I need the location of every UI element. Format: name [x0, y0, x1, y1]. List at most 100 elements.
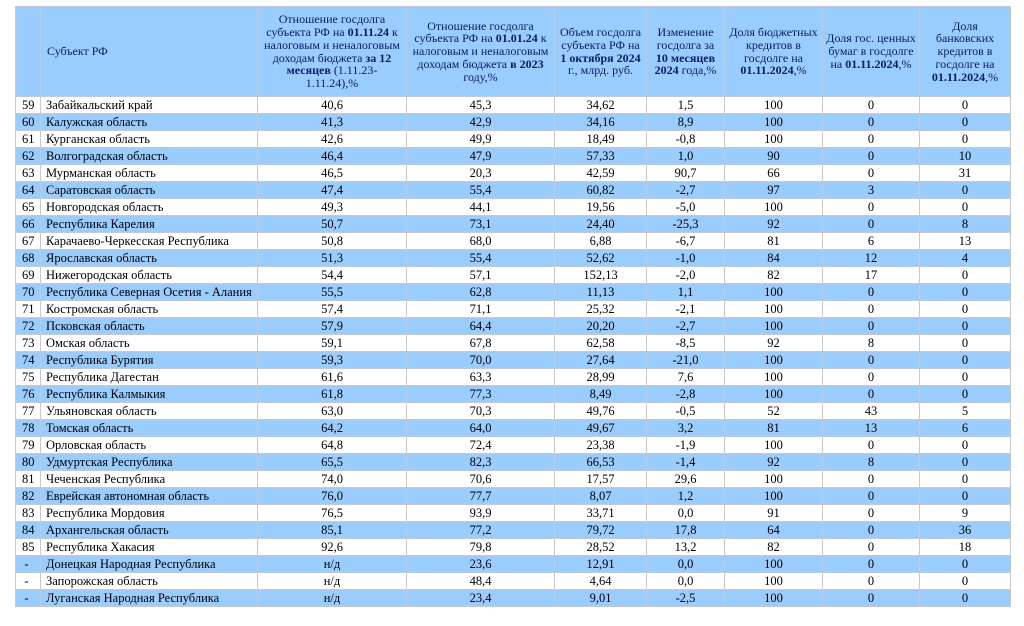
debt-to-revenue-2023-cell: 64,0 — [406, 419, 555, 437]
subject-cell: Архангельская область — [40, 521, 258, 539]
bank-credit-share-cell: 9 — [919, 504, 1011, 522]
subject-cell: Республика Бурятия — [40, 351, 258, 369]
header-debt-to-revenue-2023: Отношение госдолга субъекта РФ на 01.01.… — [406, 6, 555, 97]
debt-volume-cell: 20,20 — [554, 317, 647, 335]
debt-to-revenue-2023-cell: 77,7 — [406, 487, 555, 505]
bank-credit-share-cell: 0 — [919, 300, 1011, 318]
debt-to-revenue-2023-cell: 77,3 — [406, 385, 555, 403]
debt-volume-cell: 8,49 — [554, 385, 647, 403]
subject-cell: Луганская Народная Республика — [40, 589, 258, 607]
bank-credit-share-cell: 8 — [919, 215, 1011, 233]
header-budget-credit-share: Доля бюджетных кредитов в госдолге на 01… — [724, 6, 823, 97]
securities-share-cell: 43 — [822, 402, 920, 420]
subject-cell: Республика Калмыкия — [40, 385, 258, 403]
rank-cell: 72 — [15, 317, 41, 335]
bank-credit-share-cell: 36 — [919, 521, 1011, 539]
debt-change-cell: -2,7 — [646, 181, 725, 199]
bank-credit-share-cell: 0 — [919, 113, 1011, 131]
rank-cell: 77 — [15, 402, 41, 420]
securities-share-cell: 0 — [822, 572, 920, 590]
debt-to-revenue-2023-cell: 49,9 — [406, 130, 555, 148]
table-row: 79 Орловская область 64,8 72,4 23,38 -1,9 100 0… — [15, 436, 1011, 454]
debt-volume-cell: 19,56 — [554, 198, 647, 216]
budget-credit-share-cell: 100 — [724, 113, 823, 131]
subject-cell: Республика Дагестан — [40, 368, 258, 386]
subject-cell: Чеченская Республика — [40, 470, 258, 488]
securities-share-cell: 3 — [822, 181, 920, 199]
table-row: 76 Республика Калмыкия 61,8 77,3 8,49 -2,8 100… — [15, 385, 1011, 403]
debt-change-cell: 29,6 — [646, 470, 725, 488]
budget-credit-share-cell: 100 — [724, 470, 823, 488]
debt-volume-cell: 62,58 — [554, 334, 647, 352]
debt-volume-cell: 49,67 — [554, 419, 647, 437]
table-row: 74 Республика Бурятия 59,3 70,0 27,64 -21,0 10… — [15, 351, 1011, 369]
debt-change-cell: -2,7 — [646, 317, 725, 335]
debt-change-cell: -25,3 — [646, 215, 725, 233]
subject-cell: Томская область — [40, 419, 258, 437]
debt-to-revenue-12m-cell: 61,6 — [257, 368, 407, 386]
budget-credit-share-cell: 100 — [724, 300, 823, 318]
debt-to-revenue-2023-cell: 77,2 — [406, 521, 555, 539]
subject-cell: Мурманская область — [40, 164, 258, 182]
bank-credit-share-cell: 31 — [919, 164, 1011, 182]
debt-change-cell: 1,2 — [646, 487, 725, 505]
debt-volume-cell: 33,71 — [554, 504, 647, 522]
table-row: 72 Псковская область 57,9 64,4 20,20 -2,7 100 0… — [15, 317, 1011, 335]
debt-to-revenue-12m-cell: 85,1 — [257, 521, 407, 539]
securities-share-cell: 0 — [822, 215, 920, 233]
table-row: 64 Саратовская область 47,4 55,4 60,82 -2,7 97… — [15, 181, 1011, 199]
debt-to-revenue-12m-cell: 50,8 — [257, 232, 407, 250]
subject-cell: Новгородская область — [40, 198, 258, 216]
debt-to-revenue-2023-cell: 82,3 — [406, 453, 555, 471]
debt-change-cell: -2,5 — [646, 589, 725, 607]
debt-change-cell: 17,8 — [646, 521, 725, 539]
table-row: - Луганская Народная Республика н/д 23,4 9,0… — [15, 589, 1011, 607]
budget-credit-share-cell: 66 — [724, 164, 823, 182]
bank-credit-share-cell: 18 — [919, 538, 1011, 556]
bank-credit-share-cell: 10 — [919, 147, 1011, 165]
rank-cell: 63 — [15, 164, 41, 182]
budget-credit-share-cell: 84 — [724, 249, 823, 267]
table-row: 71 Костромская область 57,4 71,1 25,32 -2,1 10… — [15, 300, 1011, 318]
subject-cell: Костромская область — [40, 300, 258, 318]
table-row: 84 Архангельская область 85,1 77,2 79,72 17,8… — [15, 521, 1011, 539]
debt-to-revenue-12m-cell: 64,8 — [257, 436, 407, 454]
debt-to-revenue-12m-cell: 76,5 — [257, 504, 407, 522]
debt-volume-cell: 24,40 — [554, 215, 647, 233]
table-body: 59 Забайкальский край 40,6 45,3 34,62 1,5 100 0… — [15, 96, 1011, 607]
header-debt-change: Изменение госдолга за 10 месяцев 2024 го… — [646, 6, 725, 97]
debt-volume-cell: 23,38 — [554, 436, 647, 454]
rank-cell: 65 — [15, 198, 41, 216]
budget-credit-share-cell: 81 — [724, 419, 823, 437]
subject-cell: Ярославская область — [40, 249, 258, 267]
debt-to-revenue-12m-cell: 61,8 — [257, 385, 407, 403]
rank-cell: 79 — [15, 436, 41, 454]
bank-credit-share-cell: 0 — [919, 453, 1011, 471]
budget-credit-share-cell: 82 — [724, 538, 823, 556]
bank-credit-share-cell: 5 — [919, 402, 1011, 420]
debt-to-revenue-2023-cell: 48,4 — [406, 572, 555, 590]
rank-cell: 76 — [15, 385, 41, 403]
budget-credit-share-cell: 100 — [724, 385, 823, 403]
debt-change-cell: -2,8 — [646, 385, 725, 403]
budget-credit-share-cell: 81 — [724, 232, 823, 250]
debt-to-revenue-2023-cell: 23,4 — [406, 589, 555, 607]
rank-cell: 73 — [15, 334, 41, 352]
debt-to-revenue-12m-cell: 47,4 — [257, 181, 407, 199]
subject-cell: Республика Карелия — [40, 215, 258, 233]
rank-cell: 68 — [15, 249, 41, 267]
bank-credit-share-cell: 0 — [919, 317, 1011, 335]
securities-share-cell: 8 — [822, 453, 920, 471]
budget-credit-share-cell: 100 — [724, 589, 823, 607]
debt-to-revenue-2023-cell: 68,0 — [406, 232, 555, 250]
table-row: 70 Республика Северная Осетия - Алания 55,… — [15, 283, 1011, 301]
bank-credit-share-cell: 0 — [919, 266, 1011, 284]
subject-cell: Псковская область — [40, 317, 258, 335]
debt-to-revenue-12m-cell: 46,4 — [257, 147, 407, 165]
subject-cell: Калужская область — [40, 113, 258, 131]
table-row: 73 Омская область 59,1 67,8 62,58 -8,5 92 8 0 — [15, 334, 1011, 352]
table-row: 82 Еврейская автономная область 76,0 77,7 8,… — [15, 487, 1011, 505]
debt-change-cell: 1,5 — [646, 96, 725, 114]
rank-cell: 69 — [15, 266, 41, 284]
subject-cell: Республика Северная Осетия - Алания — [40, 283, 258, 301]
